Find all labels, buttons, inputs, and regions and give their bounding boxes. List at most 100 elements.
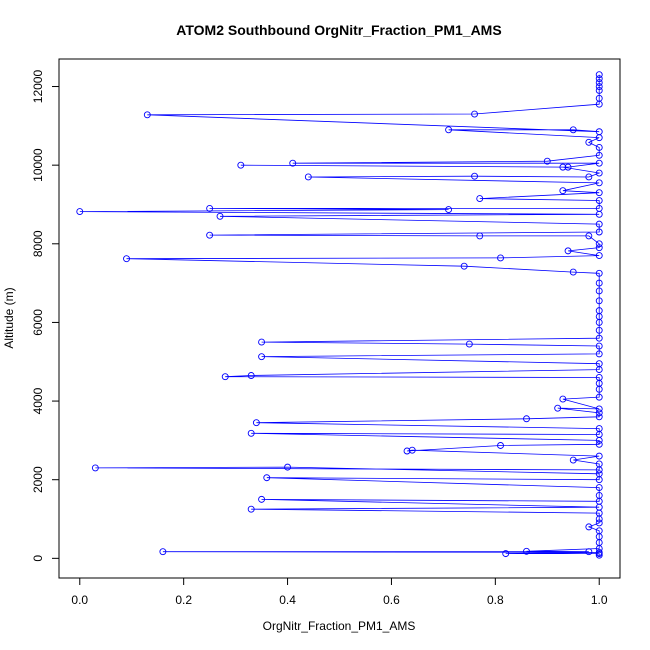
data-point (559, 187, 567, 195)
data-point (476, 232, 484, 240)
data-point (247, 372, 255, 379)
data-point (595, 548, 603, 556)
data-point (476, 195, 484, 203)
data-point (403, 447, 411, 455)
data-point (585, 138, 593, 146)
data-point (143, 111, 151, 119)
data-point (543, 157, 551, 165)
data-point (76, 208, 84, 216)
data-point (595, 425, 603, 433)
data-point (595, 279, 603, 287)
data-point (595, 189, 603, 197)
data-point (595, 334, 603, 342)
data-point (595, 220, 603, 228)
data-point (595, 75, 603, 83)
data-point (595, 128, 603, 136)
data-point (595, 307, 603, 315)
data-point (206, 204, 214, 212)
data-point (159, 548, 167, 556)
data-point (595, 83, 603, 90)
chart-title: ATOM2 Southbound OrgNitr_Fraction_PM1_AM… (176, 22, 501, 38)
data-point (595, 269, 603, 277)
data-point (465, 340, 473, 348)
data-point (595, 374, 603, 381)
y-tick-label: 12000 (31, 70, 45, 104)
data-point (258, 495, 266, 503)
y-tick-label: 6000 (31, 309, 45, 336)
data-point (595, 405, 603, 413)
data-point (595, 159, 603, 167)
data-point (216, 212, 224, 220)
data-point (595, 342, 603, 350)
marker-layer (76, 71, 603, 559)
data-point (595, 350, 603, 358)
data-point (221, 373, 229, 381)
data-point (258, 353, 266, 361)
data-point (471, 110, 479, 118)
data-point (564, 163, 572, 171)
x-tick-label: 0.0 (71, 593, 88, 607)
y-tick-label: 2000 (31, 466, 45, 493)
y-axis: 0 2000 4000 6000 8000 10000 12000 (31, 70, 60, 562)
data-point (247, 429, 255, 437)
y-tick-label: 8000 (31, 230, 45, 257)
data-point (497, 254, 504, 262)
data-point (502, 550, 510, 558)
data-point (559, 395, 567, 403)
data-point (595, 360, 603, 368)
data-point (595, 79, 603, 87)
data-point (595, 413, 603, 421)
y-tick-label: 0 (31, 555, 45, 562)
data-point (304, 173, 312, 181)
data-point (595, 440, 603, 448)
data-point (595, 491, 603, 499)
data-point (595, 519, 603, 527)
data-point (595, 144, 603, 151)
data-point (595, 393, 603, 401)
data-point (595, 71, 603, 79)
data-point (252, 419, 260, 427)
data-point (595, 151, 603, 159)
data-point (585, 548, 593, 556)
x-tick-label: 0.4 (279, 593, 296, 607)
data-point (554, 404, 562, 412)
y-tick-label: 4000 (31, 387, 45, 414)
data-point (564, 247, 572, 255)
data-point (284, 463, 292, 471)
x-tick-label: 0.6 (383, 593, 400, 607)
x-tick-label: 0.8 (487, 593, 504, 607)
data-point (471, 172, 479, 180)
data-point (206, 231, 214, 239)
data-point (595, 297, 603, 305)
data-point (123, 255, 130, 263)
data-point (585, 523, 593, 531)
data-point (595, 244, 603, 252)
data-point (585, 173, 593, 181)
data-point (569, 126, 577, 134)
y-tick-label: 10000 (31, 148, 45, 182)
data-point (445, 206, 453, 214)
data-point (263, 474, 271, 482)
data-point (408, 446, 416, 454)
data-point (569, 456, 577, 464)
data-point (595, 228, 603, 236)
data-point (585, 232, 593, 240)
series-line (79, 74, 601, 556)
data-point (289, 159, 297, 167)
data-point (523, 415, 530, 423)
data-point (569, 268, 577, 276)
data-point (247, 505, 255, 513)
x-axis: 0.0 0.2 0.4 0.6 0.8 1.0 (71, 577, 608, 607)
x-tick-label: 1.0 (591, 593, 608, 607)
data-point (595, 484, 603, 492)
data-point (595, 169, 603, 177)
data-point (595, 87, 603, 94)
x-axis-label: OrgNitr_Fraction_PM1_AMS (263, 619, 416, 633)
data-point (595, 94, 603, 102)
data-point (595, 287, 603, 295)
data-point (595, 252, 603, 260)
data-point (595, 197, 603, 204)
data-point (595, 326, 603, 334)
data-point (497, 442, 504, 449)
